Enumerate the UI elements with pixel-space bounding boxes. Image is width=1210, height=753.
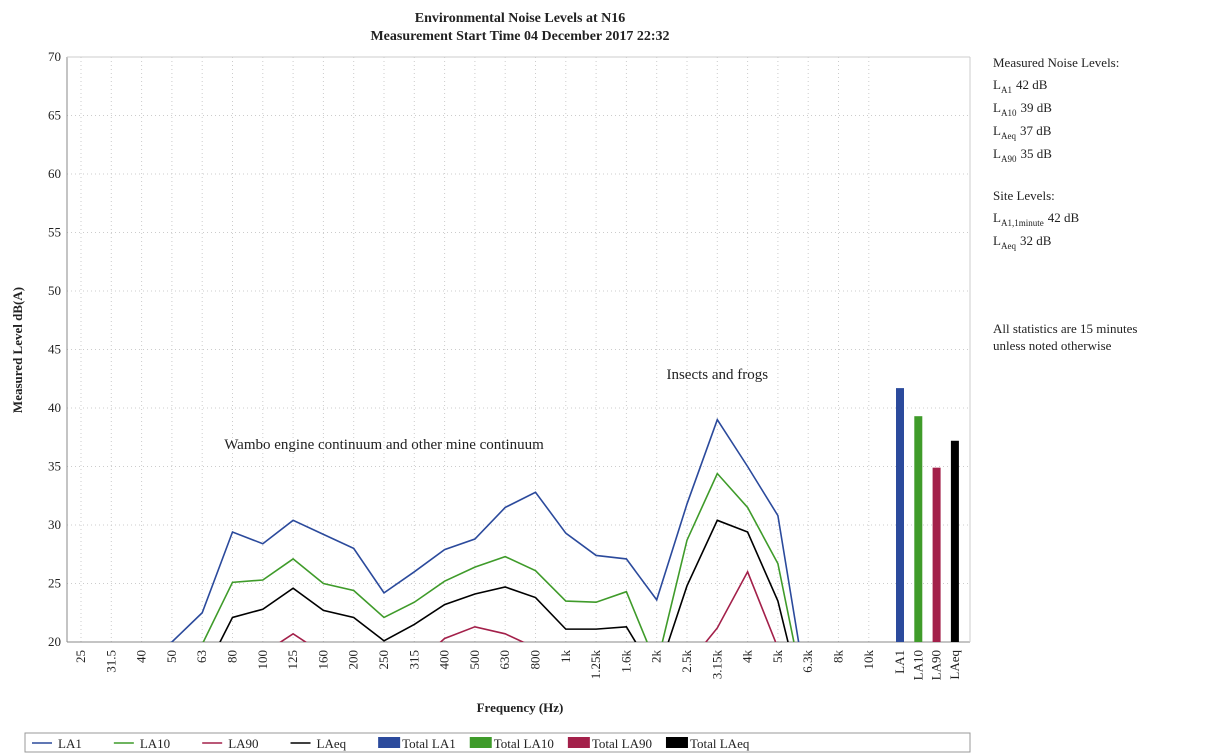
x-tick-label: 100: [255, 650, 270, 670]
x-tick-label: 400: [437, 650, 452, 670]
chart-subtitle: Measurement Start Time 04 December 2017 …: [370, 29, 669, 44]
legend-swatch: [378, 737, 401, 748]
x-tick-label: 500: [467, 650, 482, 670]
legend-swatch: [469, 737, 492, 748]
x-tick-label: 1.6k: [618, 650, 633, 673]
note-value: 37 dB: [1020, 123, 1052, 138]
x-tick-label: 63: [194, 650, 209, 663]
note-sub: Aeq: [1001, 131, 1016, 141]
x-tick-label: 1.25k: [588, 650, 603, 680]
legend-label: LAeq: [317, 736, 347, 751]
y-tick-label: 60: [48, 166, 61, 181]
note-sub: A1,1minute: [1001, 218, 1044, 228]
y-tick-label: 55: [48, 225, 61, 240]
x-tick-label: LA10: [910, 650, 925, 680]
note-item: LA90 35 dB: [993, 146, 1052, 164]
note-item: LAeq 37 dB: [993, 123, 1052, 141]
x-tick-label: 31.5: [103, 650, 118, 673]
x-tick-label: 10k: [861, 650, 876, 670]
y-tick-label: 70: [48, 49, 61, 64]
bar: [932, 467, 941, 642]
x-tick-label: 125: [285, 650, 300, 670]
note-sub: Aeq: [1001, 241, 1016, 251]
legend-swatch: [567, 737, 590, 748]
y-tick-label: 25: [48, 576, 61, 591]
note-item: LAeq 32 dB: [993, 233, 1052, 251]
x-tick-label: LA90: [929, 650, 944, 680]
note-sub: A1: [1001, 85, 1012, 95]
legend-label: Total LA1: [402, 736, 456, 751]
x-tick-label: 40: [134, 650, 149, 663]
annotation: Wambo engine continuum and other mine co…: [224, 437, 544, 453]
series-line: [279, 569, 777, 642]
x-tick-label: 25: [73, 650, 88, 663]
note-symbol: L: [993, 123, 1001, 138]
x-tick-label: 50: [164, 650, 179, 663]
note-item: LA1,1minute 42 dB: [993, 210, 1079, 228]
legend-label: Total LA10: [494, 736, 554, 751]
y-tick-label: 65: [48, 108, 61, 123]
annotation: Insects and frogs: [666, 367, 768, 383]
x-tick-label: 1k: [558, 650, 573, 664]
x-tick-label: 2k: [649, 650, 664, 664]
x-tick-label: 630: [497, 650, 512, 670]
note-symbol: L: [993, 210, 1001, 225]
note-sub: A10: [1001, 108, 1017, 118]
x-tick-label: LAeq: [947, 650, 962, 680]
note-value: 42 dB: [1048, 210, 1080, 225]
x-tick-label: 2.5k: [679, 650, 694, 673]
x-tick-label: LA1: [892, 650, 907, 674]
note-item: LA10 39 dB: [993, 100, 1052, 118]
legend-label: LA90: [228, 736, 258, 751]
series-line: [169, 417, 800, 642]
x-tick-label: 160: [315, 650, 330, 670]
y-tick-label: 50: [48, 283, 61, 298]
bar: [950, 440, 959, 642]
y-tick-label: 40: [48, 400, 61, 415]
legend-label: LA1: [58, 736, 82, 751]
x-tick-label: 3.15k: [709, 650, 724, 680]
legend-box: [24, 732, 971, 753]
x-tick-label: 6.3k: [800, 650, 815, 673]
x-tick-label: 315: [406, 650, 421, 670]
plot-area: [169, 388, 959, 642]
x-axis-label: Frequency (Hz): [477, 700, 564, 715]
y-tick-label: 45: [48, 342, 61, 357]
y-axis-label: Measured Level dB(A): [10, 287, 25, 413]
note-value: 42 dB: [1016, 77, 1048, 92]
note-item: LA1 42 dB: [993, 77, 1048, 95]
note-symbol: L: [993, 233, 1001, 248]
bar: [896, 388, 904, 642]
notes-heading: Site Levels:: [993, 188, 1055, 203]
notes-heading: Measured Noise Levels:: [993, 55, 1119, 70]
x-tick-label: 200: [346, 650, 361, 670]
legend-label: Total LAeq: [690, 736, 750, 751]
bar: [914, 416, 923, 642]
y-tick-label: 20: [48, 634, 61, 649]
footnote: All statistics are 15 minutes: [993, 321, 1137, 336]
note-sub: A90: [1001, 154, 1017, 164]
series-line: [202, 472, 795, 642]
series-line: [219, 519, 789, 642]
note-symbol: L: [993, 146, 1001, 161]
y-tick-label: 35: [48, 459, 61, 474]
legend-label: LA10: [140, 736, 170, 751]
chart-title: Environmental Noise Levels at N16: [415, 11, 626, 26]
x-tick-label: 8k: [831, 650, 846, 664]
note-value: 39 dB: [1020, 100, 1052, 115]
y-tick-label: 30: [48, 517, 61, 532]
x-tick-label: 250: [376, 650, 391, 670]
legend-swatch: [665, 737, 688, 748]
note-symbol: L: [993, 77, 1001, 92]
x-tick-label: 5k: [770, 650, 785, 664]
x-tick-label: 80: [225, 650, 240, 663]
footnote: unless noted otherwise: [993, 338, 1112, 353]
note-symbol: L: [993, 100, 1001, 115]
x-tick-label: 4k: [740, 650, 755, 664]
x-tick-label: 800: [528, 650, 543, 670]
legend-label: Total LA90: [592, 736, 652, 751]
note-value: 35 dB: [1020, 146, 1052, 161]
note-value: 32 dB: [1020, 233, 1052, 248]
